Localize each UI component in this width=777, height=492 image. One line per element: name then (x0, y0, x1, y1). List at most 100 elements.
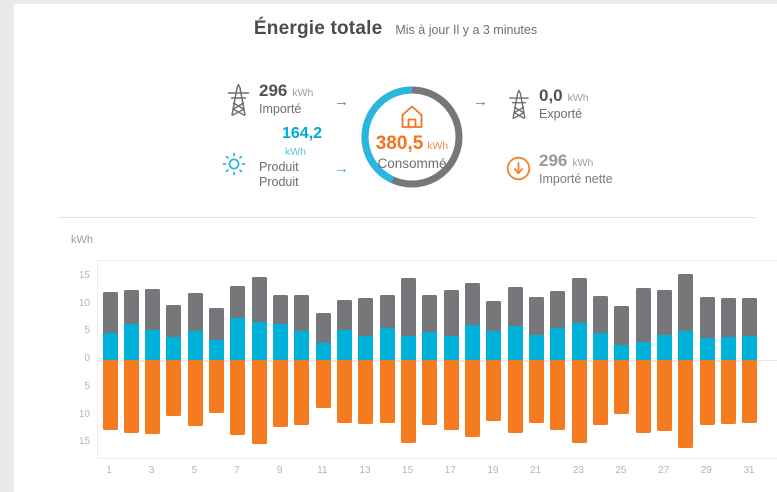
bar-day-19[interactable] (486, 261, 502, 458)
segment-consumed (443, 360, 459, 430)
imported-value: 296 (259, 81, 288, 100)
segment-imported (209, 308, 225, 340)
x-axis-tick: 5 (191, 465, 198, 476)
segment-imported (593, 296, 609, 333)
bar-day-9[interactable] (273, 261, 289, 458)
segment-consumed (529, 360, 545, 424)
bar-day-3[interactable] (145, 261, 161, 458)
segment-produced (678, 331, 694, 360)
segment-produced (721, 336, 737, 360)
bar-day-4[interactable] (166, 261, 182, 458)
bar-day-8[interactable] (251, 261, 267, 458)
bar-day-18[interactable] (465, 261, 481, 458)
net-imported-value: 296 (539, 151, 568, 170)
imported-stat: 296 kWh Importé (259, 81, 313, 116)
bar-day-23[interactable] (571, 261, 587, 458)
bar-day-27[interactable] (657, 261, 673, 458)
bar-day-16[interactable] (422, 261, 438, 458)
segment-consumed (102, 360, 118, 430)
bar-day-21[interactable] (529, 261, 545, 458)
segment-imported (422, 295, 438, 332)
segment-imported (443, 290, 459, 337)
segment-consumed (379, 360, 395, 424)
plot-area (97, 260, 777, 459)
bar-day-15[interactable] (401, 261, 417, 458)
segment-produced (699, 338, 715, 360)
x-axis-tick: 3 (148, 465, 155, 476)
segment-consumed (230, 360, 246, 435)
bar-day-11[interactable] (315, 261, 331, 458)
bar-day-24[interactable] (593, 261, 609, 458)
segment-imported (678, 273, 694, 332)
page-title: Énergie totale (253, 18, 383, 39)
bar-day-26[interactable] (635, 261, 651, 458)
bar-day-22[interactable] (550, 261, 566, 458)
bar-day-12[interactable] (337, 261, 353, 458)
segment-produced (742, 335, 758, 360)
segment-imported (379, 294, 395, 329)
net-import-arrow-icon (506, 156, 531, 181)
bar-day-10[interactable] (294, 261, 310, 458)
y-axis-tick: 10 (78, 297, 90, 309)
x-axis-tick: 9 (276, 465, 283, 476)
header: Énergie totale Mis à jour Il y a 3 minut… (14, 18, 777, 40)
segment-consumed (593, 360, 609, 425)
segment-imported (358, 298, 374, 337)
imported-label: Importé (259, 102, 302, 116)
segment-consumed (187, 360, 203, 427)
x-axis-tick: 19 (487, 465, 499, 476)
segment-produced (529, 335, 545, 360)
segment-produced (123, 324, 139, 360)
segment-produced (166, 337, 182, 360)
segment-produced (657, 335, 673, 360)
segment-consumed (166, 360, 182, 417)
bar-day-31[interactable] (742, 261, 758, 458)
segment-consumed (358, 360, 374, 424)
bar-day-14[interactable] (379, 261, 395, 458)
bar-day-20[interactable] (507, 261, 523, 458)
segment-consumed (635, 360, 651, 434)
segment-consumed (145, 360, 161, 435)
bar-day-1[interactable] (102, 261, 118, 458)
bar-day-5[interactable] (187, 261, 203, 458)
bar-day-17[interactable] (443, 261, 459, 458)
last-updated-text: Mis à jour Il y a 3 minutes (395, 23, 538, 37)
bar-day-29[interactable] (699, 261, 715, 458)
segment-consumed (614, 360, 630, 414)
energy-card: Énergie totale Mis à jour Il y a 3 minut… (14, 4, 777, 492)
segment-produced (507, 325, 523, 360)
ring-center: 380,5 kWh Consommé (357, 82, 467, 192)
bar-day-2[interactable] (123, 261, 139, 458)
sun-icon (220, 150, 248, 178)
bar-day-28[interactable] (678, 261, 694, 458)
segment-consumed (465, 360, 481, 437)
segment-produced (337, 330, 353, 360)
bar-day-25[interactable] (614, 261, 630, 458)
bar-day-6[interactable] (209, 261, 225, 458)
segment-consumed (273, 360, 289, 427)
ring-chart (361, 86, 463, 188)
segment-imported (251, 276, 267, 322)
segment-produced (443, 336, 459, 360)
segment-produced (230, 318, 246, 360)
energy-bar-chart: kWh 15 10 5 0 5 10 15 1 3 5 7 9 11 13 15 17 19 21 23 25 27 29… (14, 226, 777, 492)
produced-label-block: Produit Produit (259, 160, 299, 190)
segment-consumed (294, 360, 310, 426)
x-axis-tick: 27 (658, 465, 670, 476)
segment-consumed (422, 360, 438, 425)
segment-imported (273, 294, 289, 324)
segment-imported (486, 301, 502, 332)
net-imported-stat: 296 kWh Importé nette (539, 151, 613, 186)
y-axis-tick: 5 (84, 325, 90, 337)
zero-gridline (98, 360, 777, 361)
bar-day-30[interactable] (721, 261, 737, 458)
exported-value: 0,0 (539, 86, 563, 105)
segment-produced (379, 328, 395, 360)
segment-imported (294, 295, 310, 331)
bar-day-13[interactable] (358, 261, 374, 458)
bar-day-7[interactable] (230, 261, 246, 458)
segment-imported (166, 305, 182, 338)
flow-arrow-export-icon: → (473, 93, 488, 110)
segment-imported (230, 286, 246, 319)
segment-produced (145, 330, 161, 360)
